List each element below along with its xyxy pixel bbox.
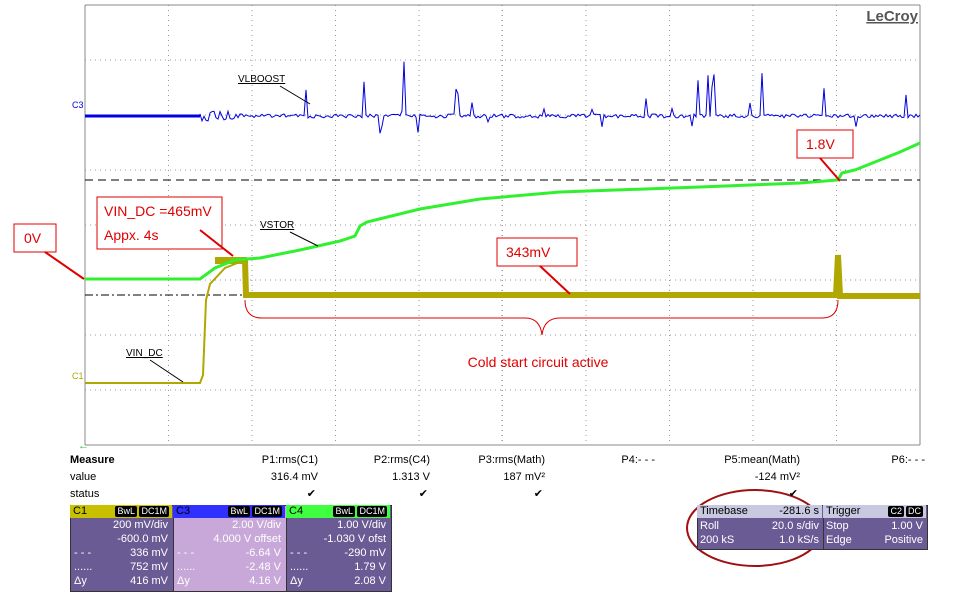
callout-box	[496, 237, 578, 267]
timebase-header	[697, 505, 822, 518]
param-status: ✔	[533, 488, 543, 500]
channel-name: C4	[289, 505, 304, 517]
vstor-label: VSTOR	[260, 220, 294, 231]
channel-row-value: 4.16 V	[249, 575, 281, 587]
timebase-title: Timebase	[700, 505, 748, 517]
annotation-texts: 0V VIN_DC =465mV Appx. 4s 343mV 1.8V Col…	[24, 136, 835, 370]
trigger-badge: DC	[906, 506, 923, 517]
channel-row-label: ......	[177, 561, 196, 573]
param-value: 1.313 V	[392, 471, 430, 483]
c1-waveform	[85, 259, 246, 384]
label-leader	[149, 359, 184, 383]
callout-text: 0V	[24, 230, 42, 246]
param-name: P3:rms(Math)	[478, 454, 545, 466]
channel-row-label: Δy	[177, 575, 190, 587]
trigger-row-label: Stop	[826, 520, 849, 532]
channel-row-value: -290 mV	[344, 547, 386, 559]
callout-text: 1.8V	[806, 136, 835, 152]
ground-marker: ←	[78, 440, 89, 452]
timebase-row-label: Roll	[700, 520, 719, 532]
c3-marker: C3	[72, 100, 84, 110]
channel-row-label: ......	[290, 561, 309, 573]
channel-row-label: - - -	[74, 547, 92, 559]
param-name: P1:rms(C1)	[261, 454, 318, 466]
callout-box	[96, 196, 223, 250]
channel-box	[286, 505, 392, 592]
label-leader	[279, 85, 311, 105]
channel-row-value: -1.030 V ofst	[323, 533, 386, 545]
param-name: P2:rms(C4)	[373, 454, 430, 466]
param-name: P4:- - -	[621, 454, 655, 466]
trigger-badge: C2	[888, 506, 904, 517]
channel-row-label: - - -	[290, 547, 308, 559]
brace	[244, 299, 839, 336]
channel-name: C1	[73, 505, 88, 517]
channel-badge: DC1M	[139, 506, 169, 517]
channel-row-value: 1.00 V/div	[337, 519, 386, 531]
channel-name: C3	[176, 505, 191, 517]
param-status: ✔	[788, 488, 798, 500]
channel-box	[173, 505, 287, 592]
row-label: value	[70, 471, 97, 483]
vlboost-label: VLBOOST	[238, 74, 285, 85]
channel-row-value: 752 mV	[130, 561, 168, 573]
callout-box	[796, 129, 854, 159]
callout-text: VIN_DC =465mV	[104, 203, 212, 219]
label-leader	[289, 231, 319, 247]
vin-dc-label: VIN_DC	[126, 348, 163, 359]
param-status: ✔	[306, 488, 316, 500]
channel-row-value: 2.08 V	[354, 575, 386, 587]
cold-start-text: Cold start circuit active	[468, 354, 609, 370]
annotations	[13, 129, 854, 567]
channel-badge: BwL	[333, 506, 355, 517]
timebase-row-value: 1.0 kS/s	[779, 534, 819, 546]
c1-waveform	[242, 254, 920, 299]
trigger-row-value: 1.00 V	[891, 520, 923, 532]
callout-arrow	[819, 157, 841, 182]
channel-row-label: - - -	[177, 547, 195, 559]
channel-row-label: ......	[74, 561, 93, 573]
callout-box	[13, 223, 57, 253]
channel-row-value: 2.00 V/div	[232, 519, 281, 531]
channel-row-value: 200 mV/div	[112, 519, 168, 531]
channel-badge: DC1M	[357, 506, 387, 517]
channel-badge: DC1M	[252, 506, 282, 517]
param-name: P5:mean(Math)	[724, 454, 800, 466]
callout-text: 343mV	[506, 244, 551, 260]
trigger-row-label: Edge	[826, 534, 852, 546]
channel-row-value: 1.79 V	[354, 561, 386, 573]
trigger-title: Trigger	[826, 505, 861, 517]
param-value: -124 mV²	[754, 471, 800, 483]
callout-text: Appx. 4s	[104, 227, 158, 243]
param-value: 316.4 mV	[270, 471, 318, 483]
trigger-row-value: Positive	[884, 534, 923, 546]
channel-badge: BwL	[228, 506, 250, 517]
row-label: status	[70, 488, 100, 500]
channel-row-label: Δy	[74, 575, 87, 587]
measure-title: Measure	[70, 454, 115, 466]
channel-row-value: 416 mV	[130, 575, 168, 587]
callout-arrow	[44, 251, 85, 280]
timebase-row-label: 200 kS	[700, 534, 735, 546]
timebase-value: -281.6 s	[779, 505, 819, 517]
channel-row-value: 336 mV	[130, 547, 168, 559]
channel-badge: BwL	[115, 506, 137, 517]
c1-marker: C1	[72, 371, 84, 381]
callout-arrow	[199, 229, 234, 257]
param-name: P6:- - -	[891, 454, 925, 466]
c4-waveform	[85, 141, 921, 281]
channel-row-value: 4.000 V offset	[213, 533, 281, 545]
callout-arrow	[539, 265, 571, 295]
channel-row-value: -600.0 mV	[117, 533, 168, 545]
timebase-row-value: 20.0 s/div	[771, 520, 819, 532]
param-value: 187 mV²	[503, 471, 545, 483]
param-status: ✔	[418, 488, 428, 500]
brand-logo: LeCroy	[866, 8, 918, 25]
channel-row-label: Δy	[290, 575, 303, 587]
c3-waveform	[199, 61, 921, 134]
channel-row-value: -2.48 V	[245, 561, 281, 573]
channel-row-value: -6.64 V	[245, 547, 281, 559]
